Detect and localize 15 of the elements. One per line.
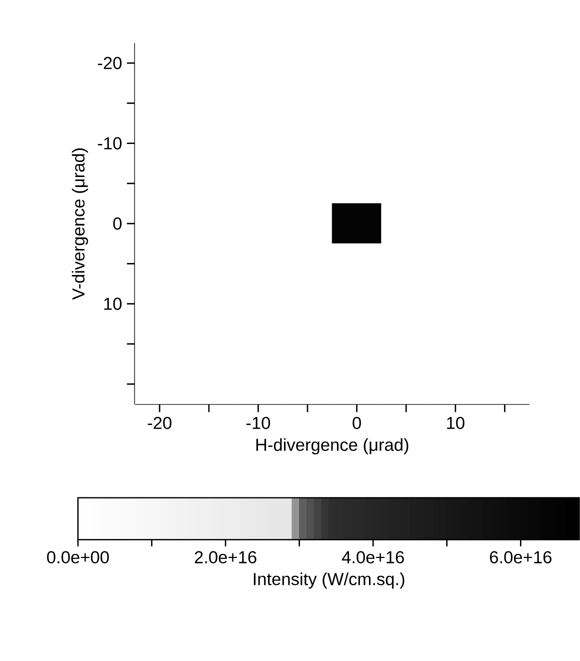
color-bar-title: Intensity (W/cm.sq.) [254,572,404,589]
color-bar-label: 4.0e+16 [342,551,404,564]
x-tick-label: -20 [148,416,172,430]
x-tick-label: 10 [447,416,465,430]
y-tick-label: 0 [113,217,122,230]
y-tick-label: -20 [98,56,122,70]
y-tick-label: 10 [104,298,122,310]
y-axis-title: V-divergence (μrad) [72,148,88,300]
color-bar-label: 2.0e+16 [195,551,256,564]
x-axis-title: H-divergence (μrad) [256,438,408,454]
x-tick-label: 0 [352,416,362,430]
y-tick-label: -10 [98,137,122,150]
color-bar-label: 6.0e+16 [490,551,552,564]
color-bar-label: 0.0e+00 [47,551,109,564]
x-tick-label: -10 [246,416,270,430]
